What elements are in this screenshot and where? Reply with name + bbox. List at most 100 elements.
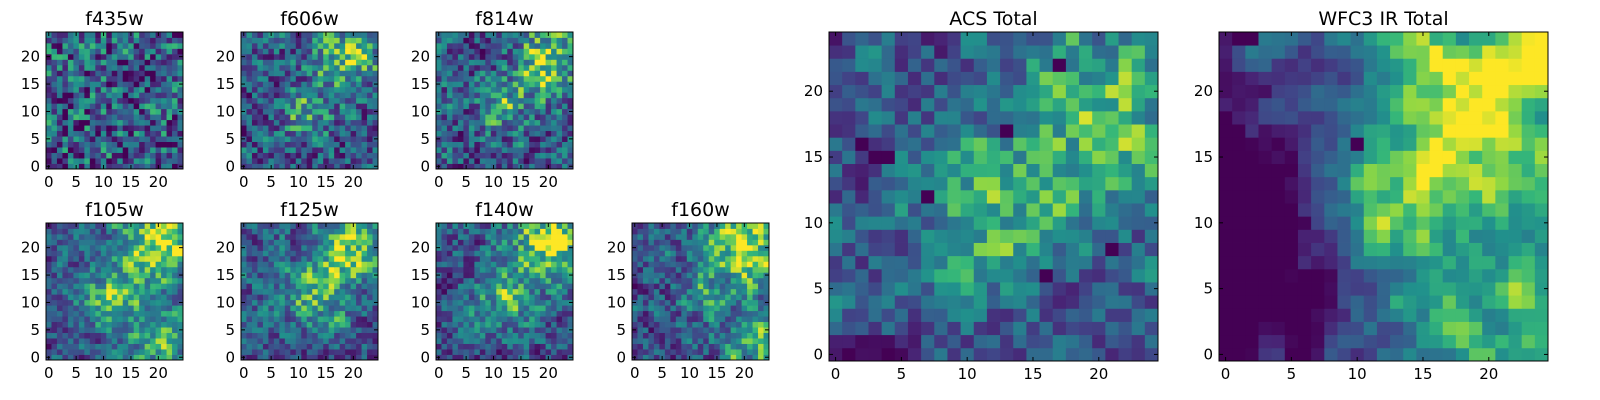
- heatmap-cell: [166, 277, 173, 284]
- x-tick-label: 15: [316, 364, 335, 382]
- heatmap-cell: [161, 97, 167, 104]
- heatmap-cell: [290, 130, 297, 137]
- heatmap-cell: [642, 261, 649, 268]
- heatmap-cell: [947, 163, 961, 178]
- heatmap-cell: [133, 294, 140, 301]
- heatmap-cell: [501, 310, 508, 317]
- heatmap-cell: [501, 261, 508, 268]
- heatmap-cell: [714, 277, 721, 284]
- heatmap-cell: [295, 305, 302, 312]
- heatmap-cell: [907, 268, 922, 283]
- heatmap-cell: [490, 244, 497, 251]
- heatmap-cell: [457, 338, 464, 344]
- heatmap-cell: [545, 316, 552, 323]
- heatmap-cell: [177, 48, 184, 55]
- heatmap-cell: [545, 343, 552, 350]
- heatmap-cell: [507, 310, 514, 317]
- heatmap-cell: [150, 277, 156, 284]
- heatmap-cell: [106, 310, 113, 317]
- heatmap-cell: [479, 37, 486, 44]
- heatmap-cell: [529, 64, 536, 71]
- heatmap-cell: [545, 233, 552, 240]
- heatmap-cell: [725, 223, 732, 229]
- heatmap-cell: [463, 81, 470, 88]
- heatmap-cell: [829, 268, 843, 283]
- heatmap-cell: [463, 349, 470, 355]
- heatmap-cell: [457, 86, 464, 93]
- heatmap-cell: [122, 332, 129, 339]
- heatmap-cell: [284, 327, 291, 333]
- heatmap-cell: [89, 141, 96, 148]
- heatmap-cell: [89, 223, 96, 229]
- heatmap-cell: [562, 255, 568, 262]
- heatmap-cell: [708, 266, 715, 273]
- heatmap-cell: [556, 277, 563, 284]
- heatmap-cell: [1079, 216, 1093, 230]
- heatmap-cell: [106, 64, 113, 71]
- heatmap-cell: [934, 282, 948, 296]
- heatmap-cell: [301, 152, 308, 159]
- heatmap-cell: [328, 310, 335, 317]
- heatmap-cell: [268, 86, 275, 93]
- heatmap-cell: [67, 119, 74, 126]
- heatmap-cell: [100, 37, 107, 44]
- heatmap-cell: [144, 59, 151, 66]
- heatmap-cell: [155, 266, 162, 273]
- heatmap-cell: [111, 37, 118, 44]
- heatmap-cell: [345, 103, 351, 110]
- heatmap-cell: [306, 75, 313, 82]
- heatmap-cell: [106, 125, 113, 132]
- heatmap-cell: [122, 239, 129, 246]
- heatmap-cell: [361, 294, 368, 301]
- heatmap-cell: [474, 108, 481, 115]
- heatmap-cell: [659, 228, 666, 235]
- heatmap-cell: [485, 228, 492, 235]
- heatmap-cell: [1079, 334, 1093, 349]
- heatmap-cell: [463, 338, 470, 344]
- heatmap-cell: [441, 299, 448, 306]
- heatmap-cell: [62, 310, 69, 317]
- heatmap-cell: [540, 64, 546, 71]
- heatmap-cell: [714, 272, 721, 279]
- heatmap-cell: [339, 250, 346, 257]
- heatmap-cell: [452, 119, 459, 126]
- heatmap-cell: [268, 332, 275, 339]
- heatmap-cell: [251, 327, 258, 333]
- heatmap-cell: [529, 81, 536, 88]
- heatmap-cell: [463, 327, 470, 333]
- heatmap-cell: [436, 288, 442, 295]
- heatmap-cell: [485, 250, 492, 257]
- heatmap-cell: [262, 97, 269, 104]
- heatmap-cell: [89, 310, 96, 317]
- heatmap-cell: [67, 42, 74, 49]
- heatmap-cell: [842, 347, 856, 362]
- heatmap-cell: [133, 283, 140, 290]
- heatmap-cell: [262, 299, 269, 306]
- heatmap-cell: [758, 338, 764, 344]
- heatmap-cell: [78, 349, 85, 355]
- heatmap-cell: [725, 277, 732, 284]
- heatmap-cell: [128, 305, 135, 312]
- heatmap-cell: [279, 294, 286, 301]
- heatmap-cell: [262, 255, 269, 262]
- heatmap-cell: [356, 163, 362, 170]
- heatmap-cell: [144, 244, 151, 251]
- heatmap-cell: [1144, 216, 1159, 230]
- heatmap-cell: [551, 223, 557, 229]
- heatmap-cell: [257, 288, 264, 295]
- heatmap-cell: [681, 277, 688, 284]
- heatmap-cell: [540, 250, 546, 257]
- heatmap-cell: [84, 64, 91, 71]
- heatmap-cell: [78, 147, 85, 153]
- heatmap-cell: [452, 349, 459, 355]
- heatmap-cell: [241, 125, 247, 132]
- heatmap-cell: [95, 343, 102, 350]
- heatmap-cell: [463, 272, 470, 279]
- heatmap-cell: [144, 266, 151, 273]
- heatmap-cell: [842, 229, 856, 243]
- heatmap-cell: [257, 338, 264, 344]
- heatmap-cell: [155, 233, 162, 240]
- heatmap-cell: [551, 130, 557, 137]
- heatmap-cell: [361, 119, 368, 126]
- heatmap-cell: [323, 338, 330, 344]
